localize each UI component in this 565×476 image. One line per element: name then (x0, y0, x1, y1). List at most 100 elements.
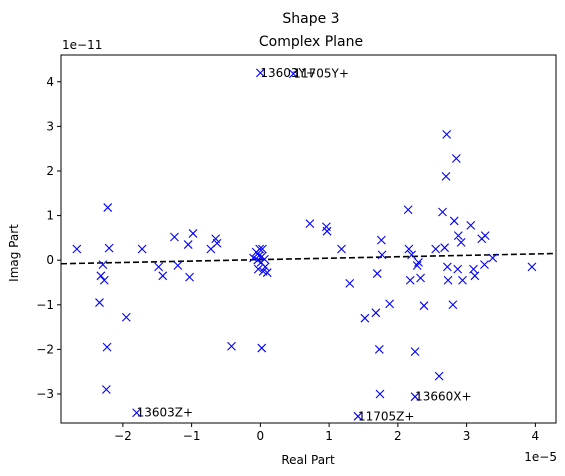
trend-line (60, 252, 557, 265)
data-point (353, 411, 363, 421)
data-point (322, 226, 332, 236)
data-point (96, 271, 106, 281)
data-point (260, 254, 269, 264)
data-point (438, 207, 447, 217)
data-point (102, 342, 112, 352)
data-point (404, 244, 414, 254)
y-tick-label: 4 (46, 75, 54, 89)
x-tick-label: −2 (114, 429, 132, 443)
data-point (360, 313, 370, 323)
data-point (441, 171, 451, 181)
data-point (374, 345, 384, 354)
x-tick-label: 1 (325, 429, 333, 443)
data-point (458, 275, 467, 285)
data-point (442, 262, 452, 272)
data-point (376, 235, 386, 245)
data-point (407, 250, 417, 260)
plot-area: 13603Y+11705Y+ 13603Z+ 11705Z+13660X+ (60, 66, 557, 423)
y-multiplier: 1e−11 (62, 38, 102, 52)
data-point (345, 278, 355, 288)
y-tick-label: 1 (46, 209, 54, 223)
data-point (137, 244, 147, 254)
x-tick-label: −1 (183, 429, 201, 443)
data-point (372, 269, 382, 278)
y-axis-label: Imag Part (7, 224, 21, 282)
data-point (412, 261, 422, 270)
point-annotation: 13660X+ (415, 390, 471, 404)
chart-title: Shape 3 (282, 11, 339, 27)
x-axis-label: Real Part (281, 453, 335, 467)
data-point (262, 268, 272, 278)
data-point (173, 261, 183, 270)
data-point (443, 275, 453, 285)
data-point (414, 258, 423, 267)
data-point (132, 408, 142, 418)
data-point (466, 221, 476, 230)
data-point (410, 347, 420, 357)
point-annotation: 11705Z+ (358, 409, 414, 423)
data-point (255, 68, 265, 78)
point-annotation: 13603Z+ (137, 406, 193, 420)
point-annotation: 11705Y+ (293, 67, 349, 81)
data-point (410, 392, 420, 402)
x-multiplier: 1e−5 (524, 450, 557, 464)
data-point (257, 343, 267, 353)
data-point (448, 300, 458, 310)
y-tick-label: −3 (36, 387, 54, 401)
data-point (480, 260, 489, 270)
x-tick-label: 2 (394, 429, 402, 443)
data-point (453, 264, 463, 274)
point-annotation: 13603Y+ (260, 66, 316, 80)
data-point (337, 244, 346, 254)
data-point (449, 216, 459, 226)
data-point (212, 238, 222, 248)
data-point (104, 243, 114, 253)
y-tick-label: −1 (36, 298, 54, 312)
data-point (480, 231, 490, 241)
data-point (249, 253, 258, 263)
data-point (227, 341, 236, 351)
data-point (185, 272, 194, 282)
data-point (99, 275, 109, 285)
data-point (253, 264, 263, 274)
data-point (260, 262, 270, 272)
data-point (488, 253, 498, 263)
data-point (434, 371, 444, 381)
data-point (456, 237, 466, 247)
data-point (183, 240, 193, 249)
data-point (98, 260, 108, 270)
data-point (103, 203, 113, 212)
y-tick-label: −2 (36, 342, 54, 356)
chart-subtitle: Complex Plane (259, 34, 363, 50)
data-point (375, 389, 385, 399)
data-point (305, 219, 315, 228)
y-tick-label: 0 (46, 253, 54, 267)
x-tick-label: 4 (532, 429, 540, 443)
data-point (469, 264, 478, 274)
y-tick-label: 2 (46, 164, 54, 178)
data-point (440, 243, 450, 253)
data-point (288, 69, 298, 79)
data-point (121, 312, 131, 322)
data-point (453, 231, 463, 241)
data-point (419, 301, 429, 311)
y-tick-label: 3 (46, 119, 54, 133)
data-point (95, 298, 104, 307)
data-point (527, 262, 537, 272)
data-point (377, 250, 387, 260)
data-point (470, 271, 480, 281)
data-point (101, 385, 111, 394)
data-point (385, 299, 395, 309)
data-point (170, 232, 179, 242)
data-point (442, 130, 452, 139)
data-point (431, 244, 441, 254)
data-point (403, 205, 413, 215)
data-point (416, 273, 425, 283)
data-point (158, 271, 168, 281)
x-tick-label: 3 (463, 429, 471, 443)
data-point (258, 244, 267, 254)
data-point (255, 244, 265, 254)
data-point (72, 244, 82, 254)
x-tick-label: 0 (257, 429, 265, 443)
